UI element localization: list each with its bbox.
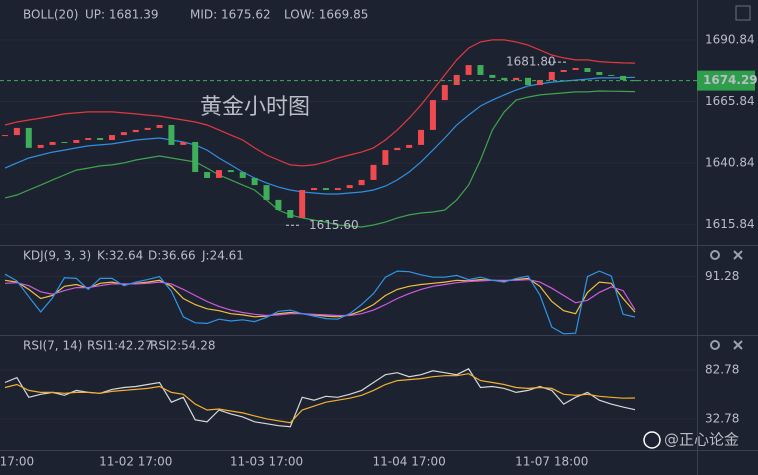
candle — [37, 144, 44, 148]
y-tick-label: 1640.84 — [705, 156, 755, 170]
candle — [548, 71, 555, 81]
candle — [608, 74, 615, 76]
candle — [477, 65, 484, 75]
candle — [453, 74, 460, 86]
indicator-line — [4, 270, 636, 335]
candle — [406, 144, 413, 148]
candle — [251, 177, 258, 186]
x-tick-label: 17:00 — [0, 455, 34, 469]
y-tick-label: 1665.84 — [705, 94, 755, 108]
candle — [144, 127, 151, 130]
extreme-label: 1615.60 — [309, 218, 359, 232]
indicator-label: BOLL(20) — [23, 8, 78, 22]
candle — [227, 170, 234, 173]
candle — [180, 141, 187, 145]
candle — [501, 77, 508, 81]
candle — [620, 75, 627, 81]
indicator-label: RSI(7, 14) — [23, 339, 82, 353]
last-price-label: 1674.29 — [703, 73, 758, 87]
close-icon[interactable] — [733, 250, 743, 260]
y-tick-label: 1690.84 — [705, 32, 755, 46]
settings-icon[interactable] — [710, 250, 720, 260]
candle — [73, 140, 80, 143]
kdj-controls — [710, 250, 743, 260]
candle — [120, 132, 127, 136]
candle — [536, 80, 543, 86]
candle — [429, 100, 436, 130]
watermark: @正心论金 — [664, 431, 739, 449]
indicator-line — [4, 373, 636, 424]
candle — [525, 77, 532, 86]
legend-entry: D:36.66 — [148, 249, 196, 263]
last-price-box — [697, 70, 755, 91]
legend-entry: MID: 1675.62 — [190, 8, 271, 22]
candle — [108, 135, 115, 140]
x-tick-label: 11-07 18:00 — [515, 455, 588, 469]
candle — [311, 188, 318, 191]
rsi-controls — [710, 340, 743, 350]
candle — [584, 68, 591, 72]
y-tick-label: 32.78 — [705, 412, 739, 426]
candle — [394, 147, 401, 151]
maximize-icon[interactable] — [735, 5, 751, 21]
candle — [370, 164, 377, 180]
x-tick-label: 11-02 17:00 — [99, 455, 172, 469]
candle — [299, 190, 306, 218]
candle — [13, 127, 20, 136]
candle — [239, 172, 246, 178]
indicator-line — [4, 368, 636, 428]
legend-entry: LOW: 1669.85 — [284, 8, 368, 22]
indicator-line — [4, 90, 636, 228]
candle — [263, 185, 270, 200]
x-tick-label: 11-04 17:00 — [373, 455, 446, 469]
x-tick-label: 11-03 17:00 — [230, 455, 303, 469]
candle — [334, 188, 341, 191]
candle — [358, 179, 365, 186]
candle — [560, 70, 567, 72]
candle — [418, 129, 425, 145]
candle — [275, 199, 282, 210]
candle — [215, 170, 222, 178]
candle — [513, 77, 520, 81]
legend-entry: J:24.61 — [201, 249, 244, 263]
y-tick-label: 91.28 — [705, 269, 739, 283]
candle — [156, 124, 163, 128]
logo-icon — [643, 431, 661, 449]
legend-entry: UP: 1681.39 — [85, 8, 159, 22]
indicator-label: KDJ(9, 3, 3) — [23, 249, 91, 263]
chart-title: 黄金小时图 — [200, 95, 310, 120]
candle — [322, 188, 329, 191]
legend-entry: RSI1:42.27 — [87, 339, 153, 353]
y-tick-label: 1615.84 — [705, 217, 755, 231]
candle — [596, 71, 603, 75]
legend-entry: RSI2:54.28 — [150, 339, 216, 353]
extreme-label: 1681.80 — [506, 55, 556, 69]
candle — [168, 124, 175, 145]
candle — [287, 210, 294, 218]
candle — [632, 80, 638, 82]
candle — [2, 135, 8, 137]
candle — [382, 150, 389, 165]
candle — [132, 129, 139, 133]
close-icon[interactable] — [733, 340, 743, 350]
candle — [465, 65, 472, 75]
candle — [441, 85, 448, 101]
candle — [97, 138, 104, 140]
settings-icon[interactable] — [710, 340, 720, 350]
candle — [489, 74, 496, 78]
indicator-line — [4, 39, 636, 167]
candle — [49, 141, 56, 145]
candle — [85, 138, 92, 140]
candle — [25, 127, 32, 148]
indicator-line — [4, 76, 636, 195]
candle — [61, 141, 68, 143]
candle — [346, 185, 353, 189]
candle — [572, 68, 579, 70]
y-tick-label: 82.78 — [705, 363, 739, 377]
legend-entry: K:32.64 — [97, 249, 143, 263]
candle — [204, 172, 211, 178]
candle — [192, 141, 199, 173]
